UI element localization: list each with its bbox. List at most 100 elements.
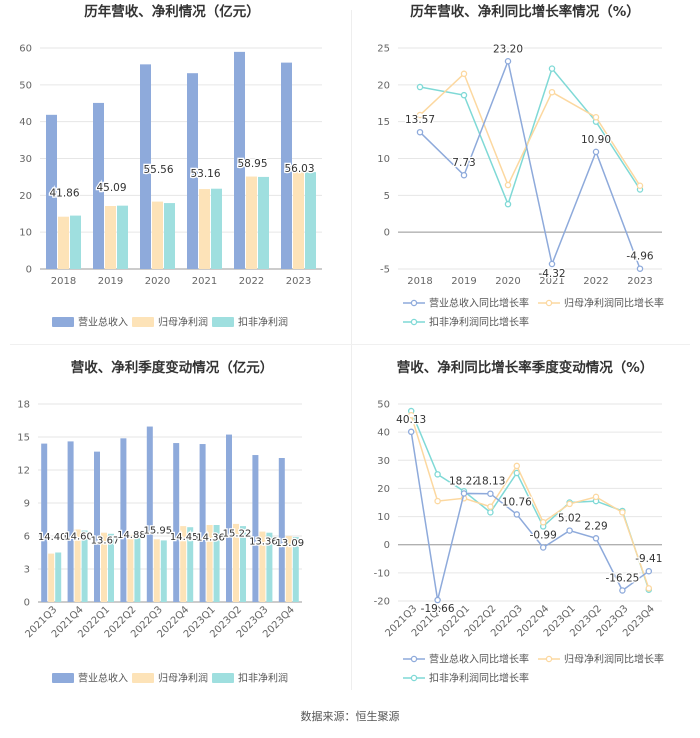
annual-line-y-tick-label: 20	[377, 80, 390, 91]
quarter-bar-bar	[134, 536, 141, 602]
annual-bar-title: 历年营收、净利情况（亿元）	[84, 3, 260, 20]
quarter-bar-title: 营收、净利季度变动情况（亿元）	[71, 359, 274, 376]
quarter-line-point	[539, 518, 547, 526]
annual-line-chart: 历年营收、净利同比增长率情况（%） -5 0 5 10 15 20 25 2018 2019 202…	[377, 3, 664, 329]
quarter-line-series-line	[410, 415, 650, 589]
quarter-line-legend-label: 营业总收入同比增长率	[429, 653, 529, 666]
annual-bar-data-label: 58.95	[237, 158, 267, 170]
annual-line-point	[548, 65, 556, 72]
quarter-bar-data-label: 13.09	[275, 538, 304, 549]
quarter-line-point	[460, 490, 468, 497]
quarter-bar-y-tick-label: 6	[24, 532, 30, 543]
quarter-bar-bar	[213, 525, 220, 602]
quarter-line-legend-marker	[410, 674, 418, 682]
quarter-bar-bar	[278, 458, 285, 602]
quarter-line-point	[592, 493, 600, 501]
quarter-line-data-label: -16.25	[605, 572, 639, 584]
annual-bar-y-tick-label: 10	[19, 228, 32, 239]
quarter-bar-y-tick-label: 3	[24, 565, 30, 576]
quarter-line-chart: 营收、净利同比增长率季度变动情况（%）-20-10010203040502021…	[374, 359, 664, 685]
annual-line-series-line	[419, 58, 641, 269]
annual-bar-bar	[164, 203, 175, 269]
quarter-bar-bar	[226, 434, 232, 602]
quarter-bar-data-label: 15.95	[143, 526, 172, 537]
annual-bar-bar	[93, 102, 104, 269]
annual-bar-y-tick-label: 40	[19, 117, 32, 128]
quarter-line-point	[566, 527, 573, 534]
annual-bar-x-tick-label: 2019	[98, 276, 123, 287]
annual-bar-bar	[234, 51, 245, 270]
annual-line-x-tick-label: 2021	[539, 276, 564, 287]
annual-line-point	[636, 265, 644, 272]
quarter-bar-bar	[240, 526, 246, 602]
quarter-bar-y-tick-label: 9	[24, 499, 30, 510]
quarter-line-y-tick-label: -10	[374, 568, 390, 579]
annual-line-legend-label: 扣非净利润同比增长率	[429, 316, 529, 329]
annual-line-data-label: 7.73	[452, 157, 475, 169]
vertical-divider	[351, 10, 352, 690]
annual-line-data-label: -4.32	[538, 268, 565, 280]
quarter-bar-bar	[292, 537, 299, 602]
annual-bar-data-label: 56.03	[284, 163, 314, 175]
quarter-bar-data-label: 13.36	[249, 537, 278, 548]
annual-line-data-label: -4.96	[626, 251, 653, 263]
quarter-bar-y-tick-label: 12	[17, 466, 30, 477]
annual-bar-bar	[258, 176, 269, 269]
annual-line-point	[636, 182, 644, 190]
annual-line-legend-label: 营业总收入同比增长率	[429, 297, 529, 310]
quarter-bar-bar	[160, 540, 167, 602]
annual-bar-bar	[70, 215, 81, 269]
quarter-line-point	[645, 585, 653, 592]
annual-line-y-tick-label: -5	[380, 265, 390, 276]
annual-bar-x-tick-label: 2022	[239, 276, 264, 287]
quarter-line-legend-label: 扣非净利润同比增长率	[429, 672, 529, 685]
quarter-bar-data-label: 14.45	[170, 532, 199, 543]
quarter-line-point	[434, 596, 441, 604]
quarter-bar-chart: 营收、净利季度变动情况（亿元）03691215182021Q32021Q4202…	[17, 359, 305, 685]
quarter-bar-bar	[108, 533, 114, 602]
quarter-bar-bar	[233, 523, 239, 602]
annual-line-point	[504, 200, 512, 208]
quarter-bar-bar	[94, 451, 100, 602]
annual-line-point	[460, 171, 468, 179]
quarter-bar-data-label: 13.67	[91, 535, 120, 546]
annual-line-x-tick-label: 2020	[495, 276, 520, 287]
quarter-line-legend-label: 归母净利润同比增长率	[564, 653, 664, 666]
annual-bar-data-label: 45.09	[96, 182, 126, 194]
annual-bar-bar	[246, 176, 257, 269]
quarter-bar-bar	[180, 526, 187, 602]
quarter-bar-legend-label: 营业总收入	[78, 672, 128, 685]
annual-bar-bar	[140, 64, 151, 269]
annual-bar-data-label: 53.16	[190, 168, 220, 180]
quarter-line-title: 营收、净利同比增长率季度变动情况（%）	[397, 359, 654, 376]
annual-line-title: 历年营收、净利同比增长率情况（%）	[410, 3, 640, 20]
annual-bar-bar	[58, 216, 69, 269]
quarter-line-y-tick-label: 30	[377, 456, 390, 467]
annual-bar-legend-swatch	[52, 317, 74, 327]
annual-bar-chart: 历年营收、净利情况（亿元） 0 10 20 30 40 50 60 2018 2019 2020 20…	[19, 3, 322, 329]
annual-line-x-tick-label: 2022	[583, 276, 608, 287]
annual-bar-legend-swatch	[212, 317, 234, 327]
annual-line-y-tick-label: 15	[377, 117, 390, 128]
quarter-line-point	[592, 535, 600, 542]
annual-line-point	[460, 91, 468, 99]
quarter-bar-bar	[120, 438, 127, 602]
quarter-line-y-tick-label: 0	[384, 540, 390, 551]
annual-bar-x-tick-label: 2020	[145, 276, 170, 287]
annual-bar-bar	[187, 73, 198, 269]
quarter-bar-bar	[285, 536, 292, 602]
quarter-bar-legend-label: 扣非净利润	[238, 672, 288, 685]
quarter-line-data-label: 18.13	[475, 476, 505, 488]
quarter-bar-y-tick-label: 15	[17, 433, 30, 444]
annual-bar-legend-label: 营业总收入	[78, 316, 128, 329]
annual-bar-legend-swatch	[132, 317, 154, 327]
annual-line-point	[548, 260, 556, 268]
quarter-line-data-label: 40.13	[396, 414, 426, 426]
quarter-bar-bar	[101, 532, 107, 602]
annual-line-legend-marker	[410, 318, 418, 326]
annual-line-point	[416, 128, 424, 136]
annual-bar-y-tick-label: 60	[19, 44, 32, 55]
annual-bar-bar	[105, 206, 116, 269]
annual-line-data-label: 13.57	[405, 114, 435, 126]
